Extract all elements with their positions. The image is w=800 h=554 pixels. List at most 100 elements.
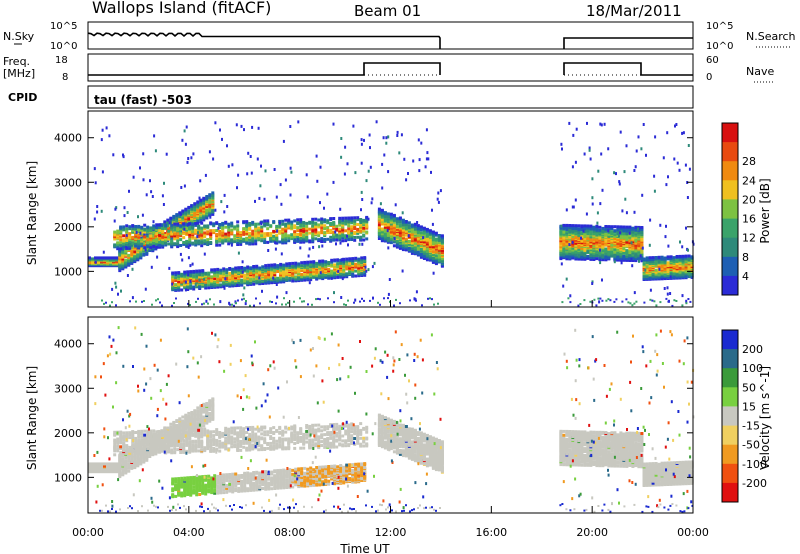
- ground-scatter-cell: [315, 298, 317, 301]
- ground-scatter-cell: [633, 302, 636, 305]
- data-cell: [239, 231, 243, 235]
- noise-cell: [416, 221, 419, 224]
- noise-cell: [686, 196, 689, 199]
- noise-cell: [583, 152, 586, 156]
- data-cell: [202, 206, 206, 210]
- data-cell: [347, 237, 351, 241]
- data-cell: [669, 272, 673, 275]
- data-cell: [166, 218, 170, 222]
- data-cell: [203, 224, 207, 228]
- ground-scatter-cell: [111, 301, 113, 304]
- noise-cell: [678, 168, 681, 172]
- data-cell: [357, 261, 361, 265]
- data-cell: [360, 271, 364, 275]
- data-cell: [287, 234, 291, 238]
- data-cell: [293, 235, 297, 239]
- power-ylabel: Slant Range [km]: [25, 161, 39, 265]
- noise-cell: [319, 201, 321, 205]
- noise-cell: [114, 207, 117, 211]
- data-cell: [272, 220, 276, 224]
- noise-cell: [431, 208, 433, 212]
- noise-cell: [387, 170, 390, 174]
- data-cell: [324, 260, 328, 264]
- data-cell: [342, 275, 346, 279]
- data-cell: [660, 257, 664, 261]
- data-cell: [684, 269, 688, 273]
- data-cell: [164, 223, 168, 227]
- data-cell: [363, 273, 367, 277]
- data-cell: [230, 223, 234, 227]
- data-cell: [365, 223, 369, 227]
- data-cell: [332, 220, 336, 224]
- data-cell: [164, 241, 168, 245]
- data-cell: [631, 229, 635, 233]
- data-cell: [207, 286, 211, 290]
- data-cell: [350, 221, 354, 225]
- data-cell: [118, 462, 122, 466]
- data-cell: [351, 272, 355, 276]
- noise-cell: [280, 252, 283, 256]
- data-cell: [317, 231, 321, 235]
- noise-cell: [664, 235, 667, 239]
- noise-cell: [568, 121, 571, 125]
- data-cell: [267, 274, 271, 278]
- data-cell: [574, 235, 578, 238]
- data-cell: [236, 228, 240, 232]
- data-cell: [263, 221, 267, 225]
- data-cell: [258, 271, 262, 275]
- data-cell: [324, 265, 328, 269]
- noise-cell: [437, 191, 440, 195]
- data-cell: [221, 226, 225, 230]
- data-cell: [206, 230, 210, 234]
- data-cell: [224, 220, 228, 224]
- ground-scatter-cell: [175, 297, 177, 300]
- data-cell: [189, 281, 193, 285]
- data-cell: [134, 225, 138, 228]
- data-cell: [251, 229, 255, 233]
- data-cell: [164, 238, 168, 242]
- data-cell: [230, 238, 234, 242]
- data-cell: [637, 250, 641, 254]
- data-cell: [173, 232, 177, 236]
- noise-cell: [275, 195, 278, 199]
- data-cell: [278, 240, 282, 244]
- data-cell: [628, 251, 632, 255]
- data-cell: [254, 222, 258, 226]
- data-cell: [562, 223, 566, 227]
- data-cell: [199, 209, 203, 213]
- noise-cell: [101, 170, 104, 174]
- data-cell: [284, 218, 288, 222]
- data-cell: [571, 226, 575, 230]
- noise-cell: [319, 165, 322, 169]
- data-cell: [353, 235, 357, 239]
- noise-cell: [126, 211, 129, 214]
- noise-cell: [599, 248, 601, 252]
- data-cell: [97, 470, 100, 474]
- data-cell: [278, 229, 282, 233]
- data-cell: [354, 262, 358, 266]
- ground-scatter-cell: [129, 300, 131, 303]
- data-cell: [200, 230, 204, 234]
- data-cell: [257, 233, 261, 237]
- data-cell: [181, 218, 185, 222]
- data-cell: [122, 242, 126, 246]
- data-cell: [124, 249, 128, 253]
- noise-cell: [623, 170, 626, 174]
- noise-cell: [340, 155, 343, 159]
- noise-cell: [223, 193, 226, 197]
- data-cell: [386, 238, 390, 242]
- ground-scatter-cell: [317, 297, 319, 300]
- data-cell: [260, 239, 264, 243]
- data-cell: [208, 212, 212, 216]
- noise-cell: [190, 204, 193, 208]
- data-cell: [607, 242, 611, 246]
- data-cell: [314, 228, 318, 232]
- data-cell: [362, 226, 366, 230]
- data-cell: [565, 226, 569, 230]
- data-cell: [252, 279, 256, 283]
- noise-cell: [189, 264, 192, 268]
- data-cell: [338, 238, 342, 242]
- data-cell: [383, 223, 387, 227]
- noise-cell: [212, 157, 215, 161]
- data-cell: [210, 268, 214, 272]
